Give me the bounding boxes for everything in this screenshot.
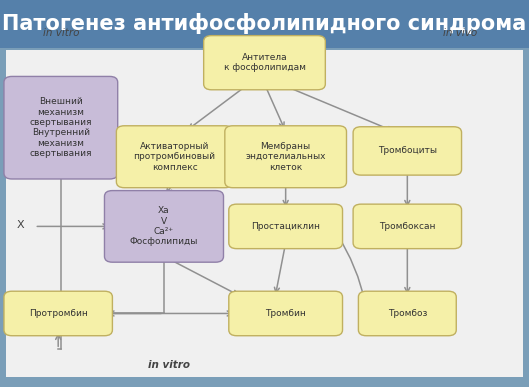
Text: in vitro: in vitro — [148, 360, 190, 370]
FancyBboxPatch shape — [105, 191, 223, 262]
Text: Тромбин: Тромбин — [265, 309, 306, 318]
FancyBboxPatch shape — [353, 127, 461, 175]
Text: Тромбоксан: Тромбоксан — [379, 222, 435, 231]
Text: Протромбин: Протромбин — [29, 309, 88, 318]
FancyBboxPatch shape — [229, 291, 343, 336]
FancyBboxPatch shape — [6, 50, 523, 377]
FancyBboxPatch shape — [359, 291, 457, 336]
Text: Тромбоз: Тромбоз — [388, 309, 427, 318]
Text: in vivo: in vivo — [443, 28, 477, 38]
FancyBboxPatch shape — [204, 36, 325, 90]
Text: X: X — [16, 220, 24, 230]
FancyBboxPatch shape — [116, 126, 233, 188]
Text: in vitro: in vitro — [43, 28, 79, 38]
FancyBboxPatch shape — [225, 126, 346, 188]
Text: Патогенез антифосфолипидного синдрома: Патогенез антифосфолипидного синдрома — [2, 13, 527, 34]
FancyBboxPatch shape — [0, 0, 529, 48]
Text: Мембраны
эндотелиальных
клеток: Мембраны эндотелиальных клеток — [245, 142, 326, 172]
Text: Активаторный
протромбиновый
комплекс: Активаторный протромбиновый комплекс — [133, 142, 216, 172]
Text: Внешний
механизм
свертывания
Внутренний
механизм
свертывания: Внешний механизм свертывания Внутренний … — [30, 97, 92, 158]
Text: Тромбоциты: Тромбоциты — [378, 146, 437, 156]
Text: Простациклин: Простациклин — [251, 222, 320, 231]
FancyBboxPatch shape — [4, 77, 117, 179]
FancyBboxPatch shape — [4, 291, 112, 336]
Text: Антитела
к фосфолипидам: Антитела к фосфолипидам — [223, 53, 306, 72]
FancyBboxPatch shape — [353, 204, 461, 249]
FancyBboxPatch shape — [229, 204, 343, 249]
Text: Xa
V
Ca²⁺
Фосфолипиды: Xa V Ca²⁺ Фосфолипиды — [130, 206, 198, 247]
